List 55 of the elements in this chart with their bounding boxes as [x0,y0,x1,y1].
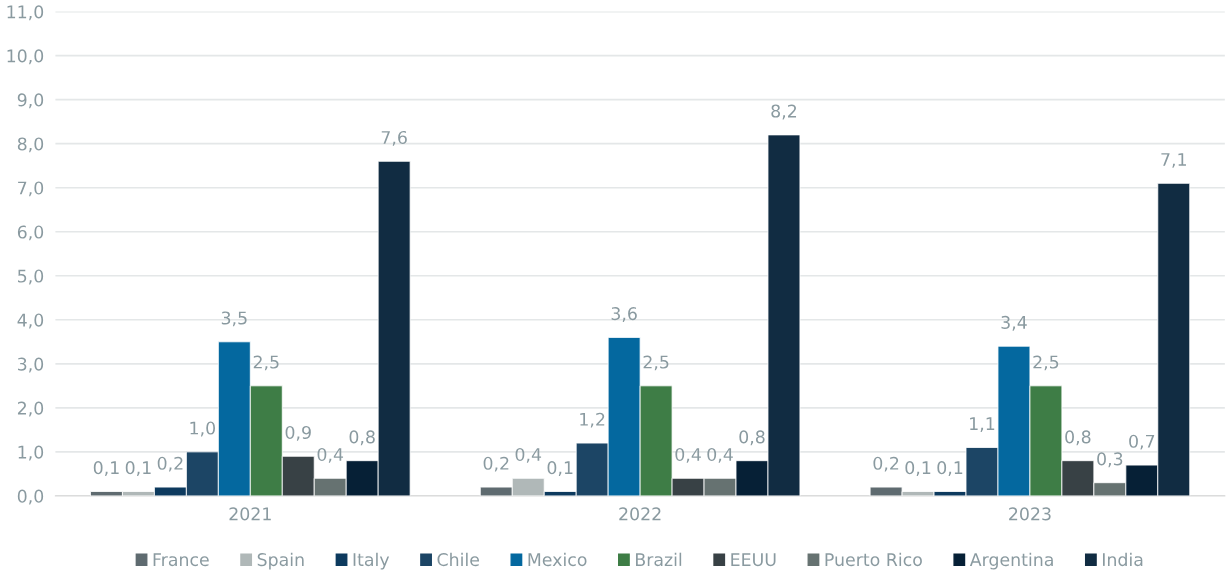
data-label: 3,5 [221,311,247,327]
y-tick-label: 3,0 [18,357,44,373]
data-label: 7,6 [381,130,407,146]
data-label: 0,8 [739,430,765,446]
data-label: 0,2 [157,456,183,472]
y-tick-label: 8,0 [17,137,44,153]
y-tick-label: 2,0 [17,401,44,417]
data-label: 3,4 [1001,315,1027,331]
y-tick-label: 10,0 [7,49,44,65]
y-tick-label: 7,0 [18,181,44,197]
legend-label: EEUU [731,553,776,567]
data-label: 0,4 [515,447,542,463]
y-tick-label: 4,0 [17,313,44,329]
legend-label: Italy [353,552,390,570]
data-label: 0,4 [317,447,344,463]
data-label: 0,1 [905,461,931,477]
data-label: 0,1 [547,461,573,477]
data-label: 3,6 [611,307,637,322]
data-label: 0,9 [285,425,311,441]
data-label: 0,3 [1097,452,1123,468]
data-label: 0,1 [937,461,963,477]
data-label: 8,2 [771,104,797,120]
data-label: 0,4 [675,447,701,463]
legend-label: Chile [437,552,480,567]
data-label: 1,0 [190,421,216,437]
data-label: 1,2 [580,412,605,428]
y-tick-label: 6,0 [17,225,44,241]
data-label: 0,7 [1129,434,1155,450]
data-label: 2,5 [1033,355,1059,371]
data-label: 2,5 [253,355,279,371]
legend-label: France [153,553,209,567]
data-label: 0,1 [93,461,119,477]
y-tick-label: 9,0 [17,93,44,109]
y-tick-label: 0,0 [17,489,44,505]
x-tick-label: 2023 [1009,507,1051,521]
x-tick-label: 2021 [229,507,271,521]
x-tick-label: 2022 [619,507,661,521]
y-tick-label: 5,0 [18,269,44,285]
legend-label: Brazil [636,552,682,567]
data-label: 0,2 [873,456,899,472]
y-tick-label: 1,0 [18,445,44,461]
y-tick-label: 11,0 [7,5,44,21]
data-label: 0,8 [349,430,375,446]
legend-label: Mexico [528,552,587,567]
data-label: 0,2 [483,456,509,472]
legend-label: Puerto Rico [825,552,922,567]
legend-label: Spain [257,552,304,570]
data-label: 0,4 [707,447,733,463]
data-label: 1,1 [970,417,995,432]
data-label: 7,1 [1161,153,1186,168]
legend-label: India [1103,552,1143,567]
data-label: 0,1 [125,461,151,477]
data-label: 0,8 [1065,430,1091,446]
legend-label: Argentina [969,552,1053,570]
data-label: 2,5 [643,355,669,371]
